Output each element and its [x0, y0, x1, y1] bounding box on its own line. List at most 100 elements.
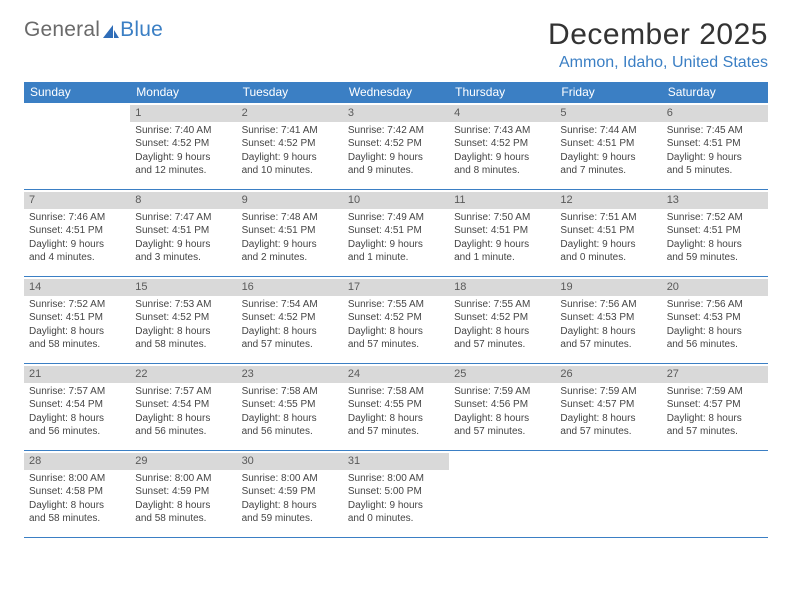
- sunrise-text: Sunrise: 7:41 AM: [242, 124, 338, 138]
- daylight-line1: Daylight: 8 hours: [454, 325, 550, 339]
- sunset-text: Sunset: 4:53 PM: [560, 311, 656, 325]
- sunset-text: Sunset: 4:55 PM: [348, 398, 444, 412]
- location-text: Ammon, Idaho, United States: [548, 54, 768, 72]
- sunrise-text: Sunrise: 7:45 AM: [667, 124, 763, 138]
- day-number: 11: [449, 192, 555, 209]
- calendar-cell: 25Sunrise: 7:59 AMSunset: 4:56 PMDayligh…: [449, 364, 555, 450]
- sunset-text: Sunset: 4:52 PM: [135, 311, 231, 325]
- calendar-cell: 18Sunrise: 7:55 AMSunset: 4:52 PMDayligh…: [449, 277, 555, 363]
- sunrise-text: Sunrise: 7:50 AM: [454, 211, 550, 225]
- sunrise-text: Sunrise: 7:55 AM: [348, 298, 444, 312]
- daylight-line2: and 56 minutes.: [29, 425, 125, 439]
- daylight-line2: and 4 minutes.: [29, 251, 125, 265]
- daylight-line2: and 57 minutes.: [454, 425, 550, 439]
- daylight-line1: Daylight: 9 hours: [135, 238, 231, 252]
- sunrise-text: Sunrise: 7:52 AM: [29, 298, 125, 312]
- calendar-cell: 27Sunrise: 7:59 AMSunset: 4:57 PMDayligh…: [662, 364, 768, 450]
- daylight-line1: Daylight: 9 hours: [29, 238, 125, 252]
- calendar-cell: 11Sunrise: 7:50 AMSunset: 4:51 PMDayligh…: [449, 190, 555, 276]
- daylight-line2: and 1 minute.: [454, 251, 550, 265]
- calendar-cell-empty: [24, 103, 130, 189]
- calendar-page: General Blue December 2025 Ammon, Idaho,…: [0, 0, 792, 538]
- day-number: 3: [343, 105, 449, 122]
- daylight-line1: Daylight: 8 hours: [29, 325, 125, 339]
- day-number: 7: [24, 192, 130, 209]
- sunset-text: Sunset: 4:52 PM: [454, 137, 550, 151]
- sunrise-text: Sunrise: 7:44 AM: [560, 124, 656, 138]
- daylight-line2: and 57 minutes.: [348, 425, 444, 439]
- day-number: [555, 453, 661, 469]
- brand-word2: Blue: [120, 18, 163, 42]
- calendar-cell: 2Sunrise: 7:41 AMSunset: 4:52 PMDaylight…: [237, 103, 343, 189]
- sail-icon: [102, 24, 120, 40]
- day-number: 21: [24, 366, 130, 383]
- week-row: 28Sunrise: 8:00 AMSunset: 4:58 PMDayligh…: [24, 451, 768, 538]
- calendar-cell: 5Sunrise: 7:44 AMSunset: 4:51 PMDaylight…: [555, 103, 661, 189]
- sunset-text: Sunset: 4:52 PM: [135, 137, 231, 151]
- sunrise-text: Sunrise: 7:59 AM: [667, 385, 763, 399]
- sunrise-text: Sunrise: 7:43 AM: [454, 124, 550, 138]
- sunset-text: Sunset: 4:58 PM: [29, 485, 125, 499]
- sunset-text: Sunset: 4:52 PM: [242, 311, 338, 325]
- daylight-line1: Daylight: 8 hours: [348, 412, 444, 426]
- title-block: December 2025 Ammon, Idaho, United State…: [548, 18, 768, 72]
- header-row: General Blue December 2025 Ammon, Idaho,…: [24, 18, 768, 72]
- week-row: 21Sunrise: 7:57 AMSunset: 4:54 PMDayligh…: [24, 364, 768, 451]
- brand-logo: General Blue: [24, 18, 163, 42]
- calendar-grid: SundayMondayTuesdayWednesdayThursdayFrid…: [24, 82, 768, 538]
- day-number: 26: [555, 366, 661, 383]
- sunrise-text: Sunrise: 7:57 AM: [135, 385, 231, 399]
- calendar-cell-empty: [662, 451, 768, 537]
- weekday-header: Sunday: [24, 82, 130, 103]
- daylight-line2: and 5 minutes.: [667, 164, 763, 178]
- daylight-line1: Daylight: 8 hours: [29, 499, 125, 513]
- daylight-line1: Daylight: 9 hours: [560, 151, 656, 165]
- day-number: 13: [662, 192, 768, 209]
- daylight-line1: Daylight: 9 hours: [454, 151, 550, 165]
- calendar-cell: 1Sunrise: 7:40 AMSunset: 4:52 PMDaylight…: [130, 103, 236, 189]
- sunset-text: Sunset: 4:51 PM: [667, 224, 763, 238]
- sunset-text: Sunset: 4:52 PM: [242, 137, 338, 151]
- sunrise-text: Sunrise: 8:00 AM: [135, 472, 231, 486]
- sunrise-text: Sunrise: 7:46 AM: [29, 211, 125, 225]
- calendar-cell: 14Sunrise: 7:52 AMSunset: 4:51 PMDayligh…: [24, 277, 130, 363]
- daylight-line1: Daylight: 9 hours: [667, 151, 763, 165]
- calendar-cell: 7Sunrise: 7:46 AMSunset: 4:51 PMDaylight…: [24, 190, 130, 276]
- daylight-line2: and 12 minutes.: [135, 164, 231, 178]
- calendar-cell: 12Sunrise: 7:51 AMSunset: 4:51 PMDayligh…: [555, 190, 661, 276]
- daylight-line2: and 58 minutes.: [135, 338, 231, 352]
- calendar-cell: 28Sunrise: 8:00 AMSunset: 4:58 PMDayligh…: [24, 451, 130, 537]
- daylight-line1: Daylight: 9 hours: [560, 238, 656, 252]
- daylight-line2: and 58 minutes.: [29, 512, 125, 526]
- day-number: 19: [555, 279, 661, 296]
- calendar-cell: 15Sunrise: 7:53 AMSunset: 4:52 PMDayligh…: [130, 277, 236, 363]
- daylight-line2: and 59 minutes.: [667, 251, 763, 265]
- sunset-text: Sunset: 4:52 PM: [454, 311, 550, 325]
- day-number: 28: [24, 453, 130, 470]
- sunrise-text: Sunrise: 7:49 AM: [348, 211, 444, 225]
- sunrise-text: Sunrise: 7:58 AM: [348, 385, 444, 399]
- daylight-line2: and 56 minutes.: [667, 338, 763, 352]
- sunset-text: Sunset: 5:00 PM: [348, 485, 444, 499]
- sunset-text: Sunset: 4:52 PM: [348, 311, 444, 325]
- daylight-line1: Daylight: 9 hours: [348, 238, 444, 252]
- sunrise-text: Sunrise: 7:57 AM: [29, 385, 125, 399]
- sunset-text: Sunset: 4:51 PM: [135, 224, 231, 238]
- day-number: 16: [237, 279, 343, 296]
- daylight-line1: Daylight: 8 hours: [242, 499, 338, 513]
- sunset-text: Sunset: 4:52 PM: [348, 137, 444, 151]
- daylight-line1: Daylight: 8 hours: [454, 412, 550, 426]
- calendar-cell: 19Sunrise: 7:56 AMSunset: 4:53 PMDayligh…: [555, 277, 661, 363]
- day-number: 30: [237, 453, 343, 470]
- day-number: 5: [555, 105, 661, 122]
- daylight-line2: and 9 minutes.: [348, 164, 444, 178]
- sunrise-text: Sunrise: 7:56 AM: [560, 298, 656, 312]
- day-number: 6: [662, 105, 768, 122]
- sunrise-text: Sunrise: 8:00 AM: [242, 472, 338, 486]
- daylight-line1: Daylight: 9 hours: [135, 151, 231, 165]
- daylight-line2: and 0 minutes.: [560, 251, 656, 265]
- brand-word1: General: [24, 18, 100, 42]
- day-number: [662, 453, 768, 469]
- weekday-header: Wednesday: [343, 82, 449, 103]
- sunset-text: Sunset: 4:53 PM: [667, 311, 763, 325]
